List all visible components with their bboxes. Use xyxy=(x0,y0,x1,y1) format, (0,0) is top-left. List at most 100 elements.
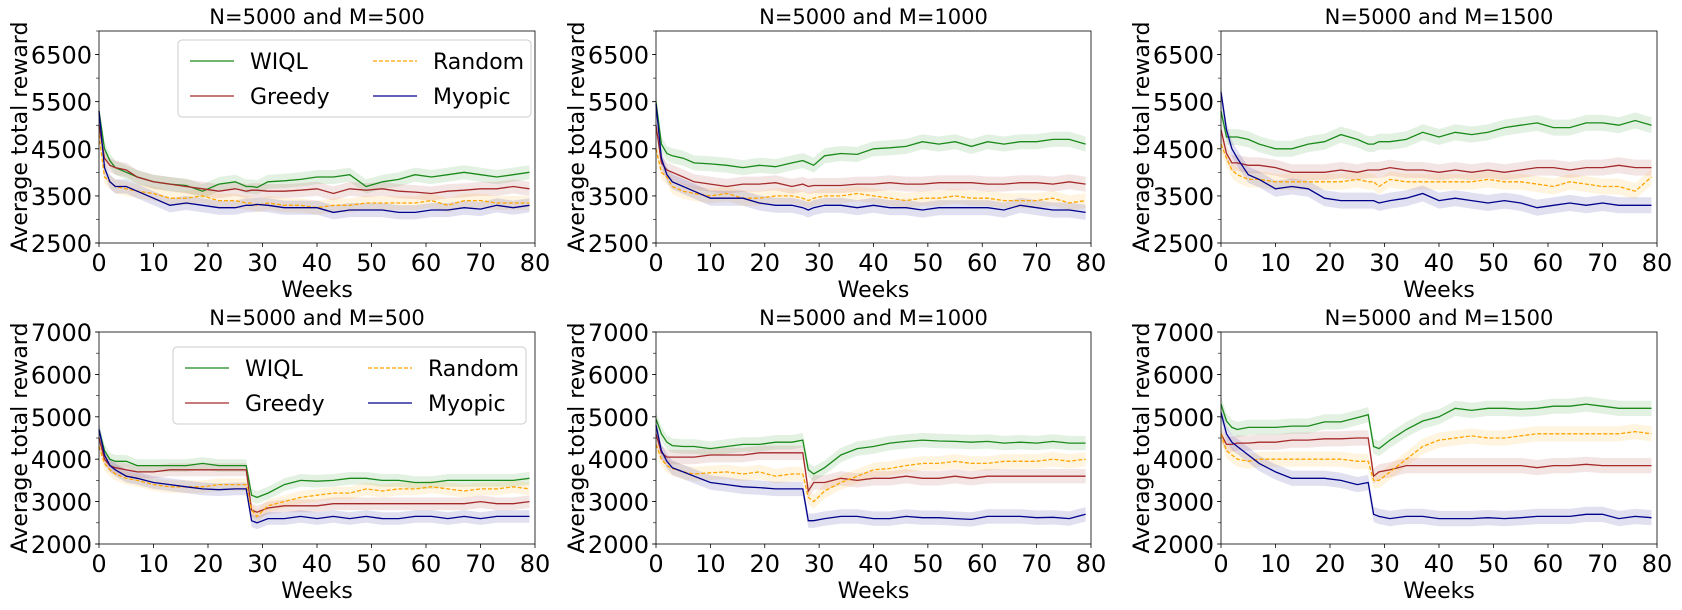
x-tick-label: 10 xyxy=(1260,249,1291,277)
y-tick-label: 3500 xyxy=(31,183,92,211)
x-tick-label: 40 xyxy=(1424,249,1455,277)
subplot-title: N=5000 and M=1500 xyxy=(1325,5,1554,29)
series-line-myopic xyxy=(98,111,530,214)
x-tick-label: 20 xyxy=(193,249,224,277)
x-tick-label: 60 xyxy=(967,550,998,578)
subplot-4: 0 10 20 30 40 50 60 70 80 2000 3000 4000 5000 6000 700… xyxy=(8,306,550,604)
x-tick-label: 30 xyxy=(247,249,278,277)
series-line-myopic xyxy=(1220,92,1652,209)
x-tick-label: 80 xyxy=(1076,249,1107,277)
x-tick-label: 0 xyxy=(1213,550,1228,578)
confidence-band-wiql xyxy=(1221,396,1652,457)
y-tick-label: 3000 xyxy=(588,489,649,517)
x-tick-label: 50 xyxy=(356,550,387,578)
x-tick-label: 20 xyxy=(749,249,780,277)
confidence-band-random xyxy=(656,141,1086,211)
y-tick-label: 6500 xyxy=(31,42,92,70)
x-tick-label: 10 xyxy=(1260,550,1291,578)
series-line-random xyxy=(655,148,1086,204)
y-tick-label: 7000 xyxy=(588,319,649,347)
legend-box xyxy=(172,346,527,425)
x-tick-label: 20 xyxy=(193,550,224,578)
confidence-band-random xyxy=(656,437,1086,509)
y-axis-label: Average total reward xyxy=(8,22,33,253)
y-tick-label: 4500 xyxy=(1153,136,1214,164)
x-tick-label: 70 xyxy=(1021,550,1052,578)
confidence-band-wiql xyxy=(99,423,530,504)
x-tick-label: 50 xyxy=(1478,550,1509,578)
legend-label-myopic: Myopic xyxy=(433,85,511,110)
x-tick-label: 10 xyxy=(695,550,726,578)
x-tick-label: 70 xyxy=(465,249,496,277)
confidence-band-greedy xyxy=(99,118,530,201)
legend-label-wiql: WIQL xyxy=(245,357,304,382)
confidence-band-greedy xyxy=(656,426,1086,499)
x-tick-label: 0 xyxy=(648,249,663,277)
legend: WIQL Random Greedy Myopic xyxy=(177,39,532,118)
confidence-band-wiql xyxy=(1221,103,1652,157)
y-tick-label: 5000 xyxy=(588,404,649,432)
confidence-band-greedy xyxy=(656,117,1086,194)
y-tick-label: 4000 xyxy=(31,446,92,474)
y-tick-label: 6500 xyxy=(1153,42,1214,70)
confidence-band-wiql xyxy=(99,104,530,199)
x-tick-label: 10 xyxy=(695,249,726,277)
x-tick-label: 70 xyxy=(1021,249,1052,277)
subplot-3: 0 10 20 30 40 50 60 70 80 2500 3500 4500 5500 6500 N=5… xyxy=(1130,5,1672,303)
y-axis-label: Average total reward xyxy=(565,323,590,554)
x-tick-label: 0 xyxy=(91,550,106,578)
confidence-band-greedy xyxy=(99,431,530,519)
confidence-band-myopic xyxy=(1221,84,1652,216)
y-tick-label: 5500 xyxy=(31,89,92,117)
y-tick-label: 5000 xyxy=(31,404,92,432)
y-tick-label: 5500 xyxy=(588,89,649,117)
x-tick-label: 0 xyxy=(91,249,106,277)
y-tick-label: 6500 xyxy=(588,42,649,70)
x-tick-label: 50 xyxy=(913,249,944,277)
series-line-greedy xyxy=(1220,433,1652,478)
x-tick-label: 20 xyxy=(749,550,780,578)
x-tick-label: 50 xyxy=(913,550,944,578)
y-axis-label: Average total reward xyxy=(565,22,590,253)
y-tick-label: 4000 xyxy=(1153,446,1214,474)
x-tick-label: 60 xyxy=(1533,249,1564,277)
series-line-wiql xyxy=(98,429,530,499)
x-tick-label: 50 xyxy=(1478,249,1509,277)
y-tick-label: 4500 xyxy=(588,136,649,164)
y-axis-label: Average total reward xyxy=(1130,323,1155,554)
legend-label-random: Random xyxy=(428,357,519,382)
series-line-greedy xyxy=(98,437,530,513)
subplot-5: 0 10 20 30 40 50 60 70 80 2000 3000 4000 5000 6000 700… xyxy=(565,306,1106,604)
x-tick-label: 40 xyxy=(1424,550,1455,578)
series-line-random xyxy=(98,134,530,209)
series-line-wiql xyxy=(1220,403,1652,450)
x-tick-label: 50 xyxy=(356,249,387,277)
y-tick-label: 2000 xyxy=(31,531,92,559)
series-line-greedy xyxy=(98,125,530,195)
legend-label-wiql: WIQL xyxy=(250,50,309,75)
x-tick-label: 80 xyxy=(1642,550,1673,578)
x-tick-label: 60 xyxy=(411,550,442,578)
x-tick-label: 60 xyxy=(1533,550,1564,578)
y-tick-label: 3000 xyxy=(1153,489,1214,517)
x-axis-label: Weeks xyxy=(281,278,353,303)
x-tick-label: 20 xyxy=(1315,249,1346,277)
series-line-random xyxy=(98,446,530,518)
x-axis-label: Weeks xyxy=(838,579,910,604)
y-tick-label: 3500 xyxy=(1153,183,1214,211)
confidence-band-random xyxy=(99,440,530,523)
x-tick-label: 80 xyxy=(520,550,551,578)
subplot-title: N=5000 and M=1500 xyxy=(1325,306,1554,330)
y-tick-label: 2500 xyxy=(588,230,649,258)
x-tick-label: 40 xyxy=(302,550,333,578)
x-tick-label: 10 xyxy=(138,550,169,578)
x-tick-label: 0 xyxy=(648,550,663,578)
series-line-random xyxy=(655,444,1086,503)
confidence-band-wiql xyxy=(656,94,1086,176)
confidence-band-greedy xyxy=(1221,121,1652,181)
y-tick-label: 2500 xyxy=(31,230,92,258)
x-tick-label: 20 xyxy=(1315,550,1346,578)
series-line-myopic xyxy=(655,103,1086,214)
confidence-band-random xyxy=(1221,424,1652,488)
